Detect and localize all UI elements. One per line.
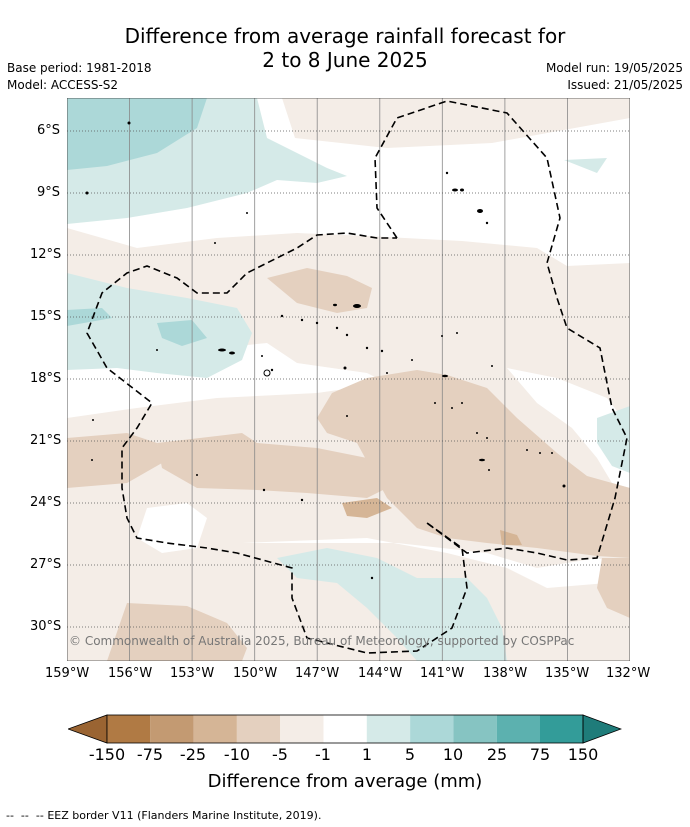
colorbar-bin-2	[150, 715, 194, 743]
wetter-region-south	[277, 548, 507, 661]
near-average-band-north	[67, 98, 630, 266]
drier-region-west	[67, 433, 162, 488]
colorbar-bin-9	[453, 715, 497, 743]
colorbar-label-1: 1	[361, 745, 373, 764]
rainfall-map	[67, 98, 630, 661]
lat-tick-21s: 21°S	[30, 433, 62, 448]
lon-tick-135w: 135°W	[545, 666, 590, 681]
lat-tick-15s: 15°S	[30, 309, 62, 324]
model-label: Model: ACCESS-S2	[7, 78, 119, 92]
map-title-line1: Difference from average rainfall forecas…	[124, 24, 566, 48]
base-period-label: Base period: 1981-2018	[7, 61, 152, 75]
colorbar-label-neg75: -75	[136, 745, 164, 764]
colorbar-label-25: 25	[486, 745, 508, 764]
wetter-region-east	[597, 406, 630, 473]
colorbar-label-neg150: -150	[88, 745, 126, 764]
lon-tick-132w: 132°W	[606, 666, 651, 681]
colorbar-label-150: 150	[567, 745, 599, 764]
near-average-band-east	[507, 368, 630, 488]
colorbar-bin-3	[193, 715, 237, 743]
lat-tick-27s: 27°S	[30, 557, 62, 572]
colorbar-label-75: 75	[529, 745, 551, 764]
eez-legend-line-symbol: -- -- --	[6, 809, 44, 822]
wetter-strong-patch-west	[157, 320, 207, 346]
lon-tick-150w: 150°W	[233, 666, 278, 681]
colorbar	[68, 714, 622, 744]
drier-region-south	[107, 603, 247, 661]
wetter-patch-northeast	[564, 158, 607, 173]
colorbar-bin-7	[366, 715, 411, 743]
colorbar-label-10: 10	[442, 745, 464, 764]
colorbar-frame	[106, 714, 584, 744]
colorbar-bin-6	[323, 715, 367, 743]
colorbar-bin-11	[540, 715, 583, 743]
colorbar-label-neg10: -10	[223, 745, 251, 764]
eez-border	[86, 100, 628, 654]
drier-strong-patch-east	[500, 530, 522, 545]
lon-tick-153w: 153°W	[170, 666, 215, 681]
lat-tick-6s: 6°S	[37, 123, 61, 138]
colorbar-label-neg25: -25	[179, 745, 207, 764]
islands	[85, 121, 566, 580]
latitude-gridlines	[67, 130, 630, 628]
colorbar-over-arrow	[582, 714, 622, 744]
atoll-outline	[263, 369, 271, 377]
drier-region-southwest	[157, 433, 397, 498]
drier-region-north	[267, 268, 372, 313]
colorbar-label-neg5: -5	[272, 745, 288, 764]
copyright-note: © Commonwealth of Australia 2025, Bureau…	[69, 634, 575, 648]
colorbar-title: Difference from average (mm)	[207, 771, 483, 792]
drier-region-southeast	[597, 558, 630, 618]
lon-tick-138w: 138°W	[483, 666, 528, 681]
lon-tick-159w: 159°W	[45, 666, 90, 681]
lat-tick-12s: 12°S	[30, 247, 62, 262]
colorbar-label-5: 5	[404, 745, 416, 764]
colorbar-bin-4	[236, 715, 281, 743]
lat-tick-9s: 9°S	[37, 185, 61, 200]
issued-label: Issued: 21/05/2025	[567, 78, 683, 92]
lon-tick-144w: 144°W	[358, 666, 403, 681]
wetter-strong-patch-edge	[67, 308, 112, 326]
model-run-label: Model run: 19/05/2025	[545, 61, 683, 75]
colorbar-label-neg1: -1	[315, 745, 331, 764]
colorbar-bin-5	[280, 715, 324, 743]
colorbar-bin-8	[410, 715, 454, 743]
lon-tick-156w: 156°W	[108, 666, 153, 681]
lon-tick-141w: 141°W	[420, 666, 465, 681]
lat-tick-30s: 30°S	[30, 619, 62, 634]
map-title-line2: 2 to 8 June 2025	[262, 48, 428, 72]
near-average-band-south	[242, 538, 630, 598]
colorbar-under-arrow	[68, 714, 108, 744]
lat-tick-24s: 24°S	[30, 495, 62, 510]
drier-region-central	[317, 370, 630, 558]
eez-legend-text: EEZ border V11 (Flanders Marine Institut…	[47, 809, 322, 822]
eez-legend: -- -- -- EEZ border V11 (Flanders Marine…	[6, 809, 321, 822]
longitude-gridlines	[67, 98, 630, 661]
colorbar-bin-10	[496, 715, 540, 743]
colorbar-bin-1	[107, 715, 151, 743]
near-average-patch-southwest	[137, 503, 207, 553]
lon-tick-147w: 147°W	[295, 666, 340, 681]
lat-tick-18s: 18°S	[30, 371, 62, 386]
wetter-strong-northwest	[67, 98, 207, 170]
